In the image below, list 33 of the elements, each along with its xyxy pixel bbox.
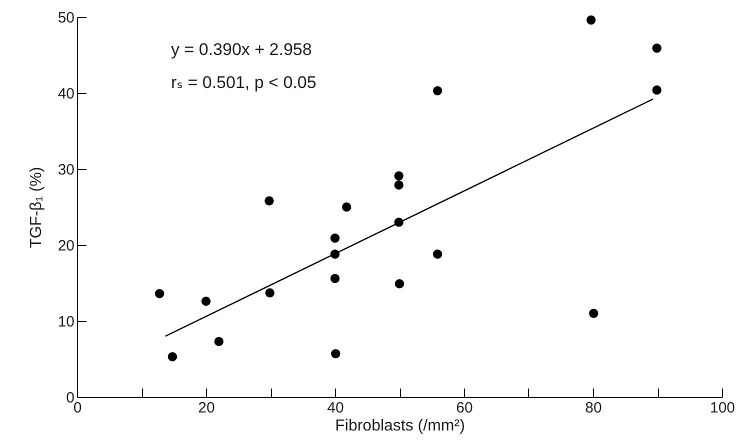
point: [214, 336, 224, 346]
y-axis-title: TGF-β₁ (%): [28, 166, 45, 248]
point: [168, 352, 178, 362]
annotation: rₛ = 0.501, p < 0.05: [171, 73, 316, 92]
point: [586, 15, 596, 25]
point: [342, 202, 352, 212]
x-tick-label: 20: [198, 400, 215, 416]
y-tick-label: 50: [58, 10, 74, 26]
x-tick-label: 60: [456, 400, 473, 416]
point: [201, 296, 211, 306]
point: [331, 349, 340, 358]
point: [265, 288, 274, 298]
point: [330, 274, 340, 284]
point: [432, 250, 442, 259]
x-axis-title: Fibroblasts (/mm²): [335, 418, 465, 434]
point: [330, 234, 340, 243]
point: [264, 196, 274, 206]
y-tick-label: 40: [58, 86, 74, 102]
x-tick-label: 40: [327, 400, 344, 416]
y-tick-label: 10: [58, 314, 74, 330]
point: [652, 85, 662, 95]
point: [394, 180, 404, 190]
point: [394, 279, 404, 288]
point: [394, 171, 404, 180]
x-tick-label: 80: [585, 400, 602, 416]
point: [154, 289, 164, 298]
y-tick-label: 20: [58, 238, 74, 254]
annotation: y = 0.390x + 2.958: [171, 40, 312, 59]
point: [432, 86, 442, 96]
point: [652, 44, 662, 53]
y-tick-label: 30: [58, 162, 74, 178]
x-tick-label: 100: [710, 400, 736, 416]
point: [589, 308, 598, 318]
